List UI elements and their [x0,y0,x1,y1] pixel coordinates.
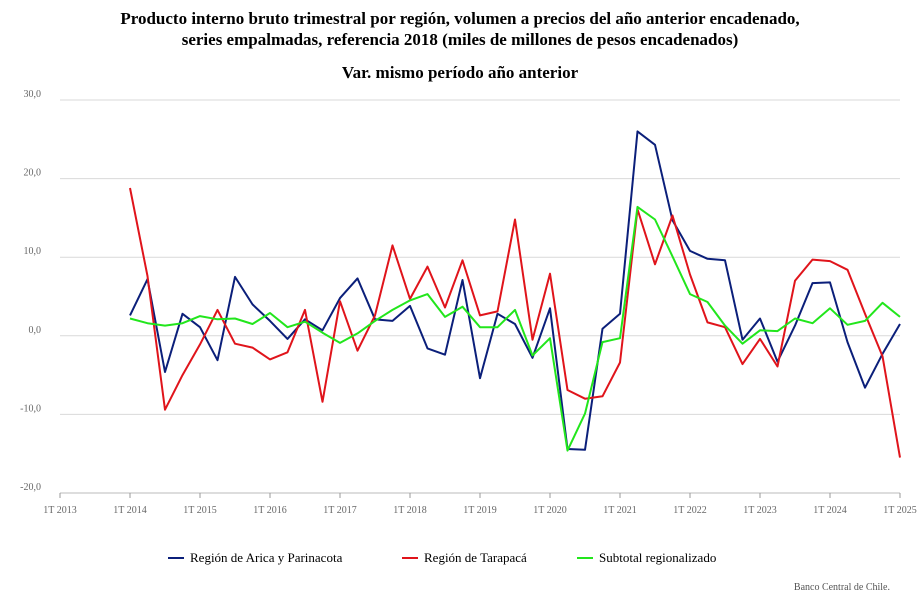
chart-title-line2: series empalmadas, referencia 2018 (mile… [181,30,739,49]
x-tick-label: 1T 2020 [533,505,566,516]
legend-label-tarapaca: Región de Tarapacá [424,550,527,565]
x-tick-label: 1T 2015 [183,505,216,516]
legend-swatch-tarapaca [402,557,418,559]
legend-item-tarapaca[interactable]: Región de Tarapacá [402,550,527,566]
legend-swatch-subtotal [577,557,593,559]
legend-label-arica: Región de Arica y Parinacota [190,550,343,565]
x-tick-label: 1T 2016 [253,505,286,516]
x-tick-label: 1T 2022 [673,505,706,516]
y-tick-label: -20,0 [20,482,41,493]
y-tick-label: 30,0 [24,89,42,100]
x-tick-label: 1T 2017 [323,505,356,516]
x-tick-label: 1T 2013 [43,505,76,516]
series-line-2 [129,187,901,458]
y-tick-label: 20,0 [24,168,42,179]
x-tick-label: 1T 2024 [813,505,846,516]
source-credit: Banco Central de Chile. [793,582,890,593]
legend-label-subtotal: Subtotal regionalizado [599,550,717,565]
x-tick-label: 1T 2023 [743,505,776,516]
chart-subtitle: Var. mismo período año anterior [341,63,579,82]
y-tick-label: -10,0 [20,403,41,414]
y-tick-label: 0,0 [29,325,42,336]
legend-swatch-arica [168,557,184,559]
x-tick-label: 1T 2014 [113,505,146,516]
legend-item-subtotal[interactable]: Subtotal regionalizado [577,550,716,566]
y-tick-label: 10,0 [24,246,42,257]
chart-title: Producto interno bruto trimestral por re… [0,8,920,50]
x-tick-label: 1T 2019 [463,505,496,516]
x-tick-label: 1T 2018 [393,505,426,516]
legend-item-arica[interactable]: Región de Arica y Parinacota [168,550,342,566]
series-line-3 [129,205,901,452]
chart-title-line1: Producto interno bruto trimestral por re… [120,9,800,28]
series-line-1 [129,130,901,451]
x-tick-label: 1T 2025 [883,505,916,516]
x-tick-label: 1T 2021 [603,505,636,516]
legend: Región de Arica y Parinacota Región de T… [0,550,920,570]
